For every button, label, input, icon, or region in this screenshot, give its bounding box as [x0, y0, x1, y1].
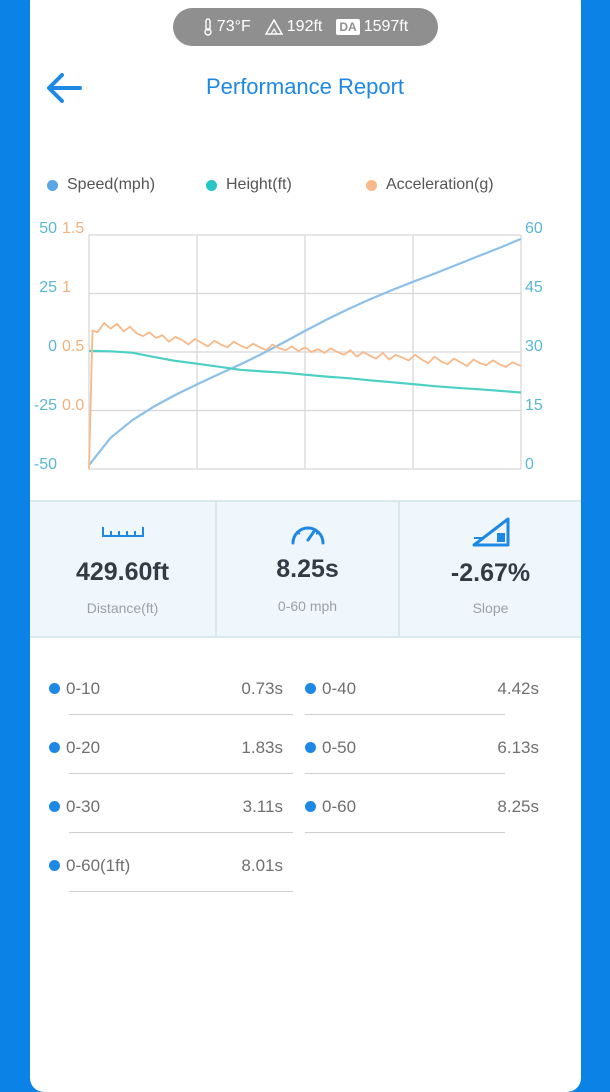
density-altitude-tag: DA: [336, 19, 360, 35]
page-title: Performance Report: [205, 74, 405, 99]
speed-series-line: [88, 237, 522, 466]
conditions-pill: 73°F 192ft DA 1597ft: [173, 8, 438, 46]
back-arrow-icon: [47, 73, 82, 103]
legend-acceleration-label: Acceleration(g): [386, 176, 494, 193]
mountain-icon: [264, 19, 283, 35]
stat-zero-to-sixty: 8.25s 0-60 mph: [217, 502, 398, 636]
split-bullet: [49, 801, 60, 812]
slope-icon: [472, 517, 509, 547]
split-divider: [305, 714, 505, 715]
right-speed-tick-label: 45: [525, 279, 543, 296]
acceleration-series-line: [88, 322, 522, 470]
slope-label: Slope: [472, 600, 509, 616]
split-name: 0-40: [322, 679, 357, 698]
split-name: 0-10: [66, 679, 101, 698]
left-accel-tick-label: 1: [62, 279, 71, 296]
thermometer-icon: [204, 18, 212, 36]
left-height-tick-label: -25: [34, 397, 57, 414]
right-speed-tick-label: 60: [525, 220, 543, 237]
split-row-0-20: 0-20 1.83s: [49, 738, 294, 778]
stats-panel: 429.60ft Distance(ft) 8.25s 0-60 mph -2.…: [30, 500, 581, 638]
split-time: 8.01s: [241, 856, 283, 875]
left-height-tick-label: 0: [48, 338, 57, 355]
altitude-value: 192ft: [286, 18, 323, 35]
left-accel-tick-label: 0.0: [62, 397, 84, 414]
stat-slope: -2.67% Slope: [400, 502, 581, 636]
right-speed-tick-label: 15: [525, 397, 543, 414]
split-bullet: [49, 683, 60, 694]
distance-value: 429.60ft: [75, 558, 170, 586]
split-divider: [69, 891, 293, 892]
legend-acceleration: Acceleration(g): [366, 176, 494, 194]
stats-divider: [215, 502, 217, 636]
back-button[interactable]: [44, 68, 84, 108]
split-bullet: [305, 683, 316, 694]
split-bullet: [305, 801, 316, 812]
split-name: 0-30: [66, 797, 101, 816]
split-divider: [69, 773, 293, 774]
temperature-value: 73°F: [216, 18, 251, 35]
left-accel-tick-label: 1.5: [62, 220, 84, 237]
split-row-0-40: 0-40 4.42s: [305, 679, 545, 719]
split-time: 1.83s: [241, 738, 283, 757]
legend-height-swatch: [206, 179, 217, 191]
slope-value: -2.67%: [450, 559, 531, 587]
temperature-readout: 73°F: [203, 18, 251, 36]
split-bullet: [49, 860, 60, 871]
split-name: 0-20: [66, 738, 101, 757]
stat-distance: 429.60ft Distance(ft): [30, 502, 215, 636]
split-name: 0-50: [322, 738, 357, 757]
legend-speed: Speed(mph): [47, 176, 155, 194]
split-time: 0.73s: [241, 679, 283, 698]
legend-height-label: Height(ft): [226, 176, 292, 193]
right-speed-tick-label: 0: [525, 456, 534, 473]
distance-label: Distance(ft): [86, 600, 159, 616]
split-name: 0-60(1ft): [66, 856, 131, 875]
split-row-0-50: 0-50 6.13s: [305, 738, 545, 778]
speedometer-icon: [291, 526, 324, 545]
split-bullet: [49, 742, 60, 753]
height-series-line: [88, 349, 522, 394]
left-height-tick-label: 50: [39, 220, 57, 237]
split-row-0-60: 0-60 8.25s: [305, 797, 545, 837]
split-divider: [305, 773, 505, 774]
performance-chart: 50 25 0 -25 -50 1.5 1 0.5 0.0 60 45 30 15 0: [34, 220, 543, 473]
split-divider: [69, 832, 293, 833]
ruler-icon: [101, 527, 144, 537]
legend-acceleration-swatch: [366, 179, 377, 191]
zero-to-sixty-value: 8.25s: [276, 555, 339, 583]
stats-divider: [398, 502, 400, 636]
split-bullet: [305, 742, 316, 753]
split-row-0-30: 0-30 3.11s: [49, 797, 294, 837]
split-row-0-10: 0-10 0.73s: [49, 679, 294, 719]
split-time: 3.11s: [242, 797, 283, 816]
altitude-readout: 192ft: [264, 18, 323, 36]
split-name: 0-60: [322, 797, 357, 816]
legend-speed-label: Speed(mph): [67, 176, 156, 193]
split-time: 6.13s: [497, 738, 539, 757]
left-height-tick-label: -50: [34, 456, 57, 473]
split-row-0-60-1ft: 0-60(1ft) 8.01s: [49, 856, 294, 896]
split-time: 4.42s: [497, 679, 539, 698]
right-speed-tick-label: 30: [525, 338, 543, 355]
split-divider: [69, 714, 293, 715]
legend-height: Height(ft): [206, 176, 292, 194]
zero-to-sixty-label: 0-60 mph: [277, 598, 338, 614]
density-altitude-readout: DA 1597ft: [336, 18, 408, 36]
left-accel-tick-label: 0.5: [62, 338, 84, 355]
split-divider: [305, 832, 505, 833]
split-time: 8.25s: [497, 797, 539, 816]
density-altitude-value: 1597ft: [363, 18, 409, 35]
left-height-tick-label: 25: [39, 279, 57, 296]
legend-speed-swatch: [47, 179, 58, 191]
